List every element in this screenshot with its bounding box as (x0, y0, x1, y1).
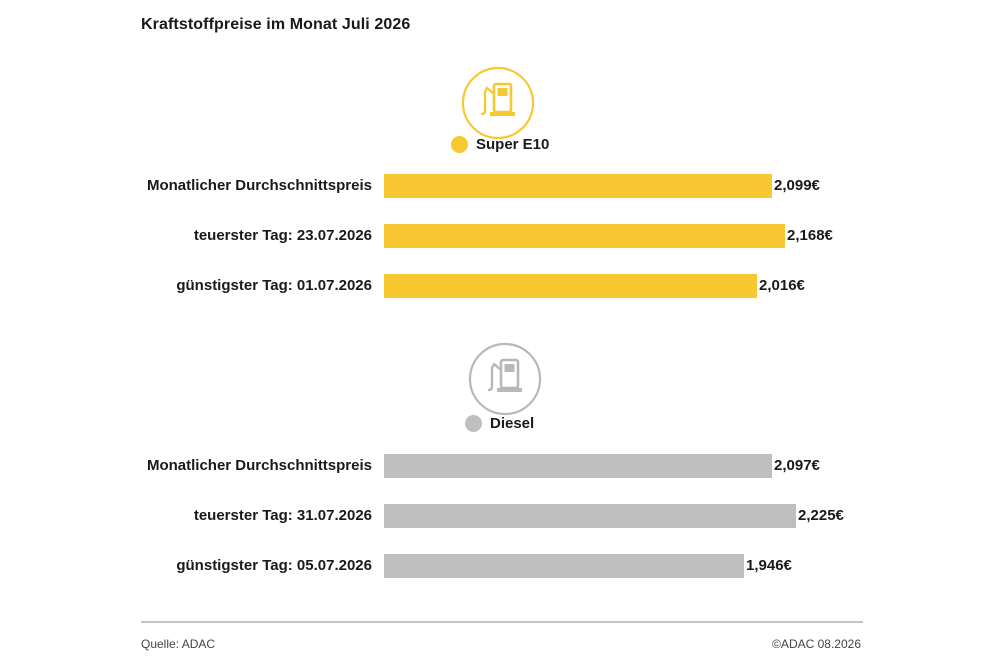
bar-super-e10 (384, 274, 757, 298)
footer-divider (141, 621, 863, 623)
value-label: 2,168€ (787, 227, 833, 244)
bar-diesel (384, 454, 772, 478)
bar-row-super-e10: günstigster Tag: 01.07.2026 2,016€ (0, 274, 1000, 298)
category-label: Monatlicher Durchschnittspreis (146, 457, 372, 474)
category-label: teuerster Tag: 31.07.2026 (193, 507, 372, 524)
bar-row-diesel: Monatlicher Durchschnittspreis 2,097€ (0, 454, 1000, 478)
legend-dot-super-e10 (451, 136, 468, 153)
bar-row-diesel: teuerster Tag: 31.07.2026 2,225€ (0, 504, 1000, 528)
category-label: teuerster Tag: 23.07.2026 (193, 227, 372, 244)
bar-super-e10 (384, 174, 772, 198)
fuel-pump-icon (468, 342, 542, 416)
value-label: 2,016€ (759, 277, 805, 294)
value-label: 2,097€ (774, 457, 820, 474)
legend-label-super-e10: Super E10 (476, 136, 550, 153)
bar-row-super-e10: Monatlicher Durchschnittspreis 2,099€ (0, 174, 1000, 198)
legend-dot-diesel (465, 415, 482, 432)
category-label: günstigster Tag: 01.07.2026 (176, 277, 372, 294)
legend-diesel: Diesel (465, 415, 534, 432)
legend-super-e10: Super E10 (451, 136, 549, 153)
category-label: günstigster Tag: 05.07.2026 (176, 557, 372, 574)
bar-diesel (384, 554, 744, 578)
value-label: 1,946€ (746, 557, 792, 574)
copyright-note: ©ADAC 08.2026 (772, 637, 861, 651)
legend-label-diesel: Diesel (490, 415, 535, 432)
bar-row-diesel: günstigster Tag: 05.07.2026 1,946€ (0, 554, 1000, 578)
fuel-pump-icon (461, 66, 535, 140)
bar-super-e10 (384, 224, 785, 248)
bar-diesel (384, 504, 796, 528)
value-label: 2,099€ (774, 177, 820, 194)
value-label: 2,225€ (798, 507, 844, 524)
bar-row-super-e10: teuerster Tag: 23.07.2026 2,168€ (0, 224, 1000, 248)
category-label: Monatlicher Durchschnittspreis (146, 177, 372, 194)
source-note: Quelle: ADAC (141, 637, 216, 651)
chart-title: Kraftstoffpreise im Monat Juli 2026 (141, 16, 411, 33)
